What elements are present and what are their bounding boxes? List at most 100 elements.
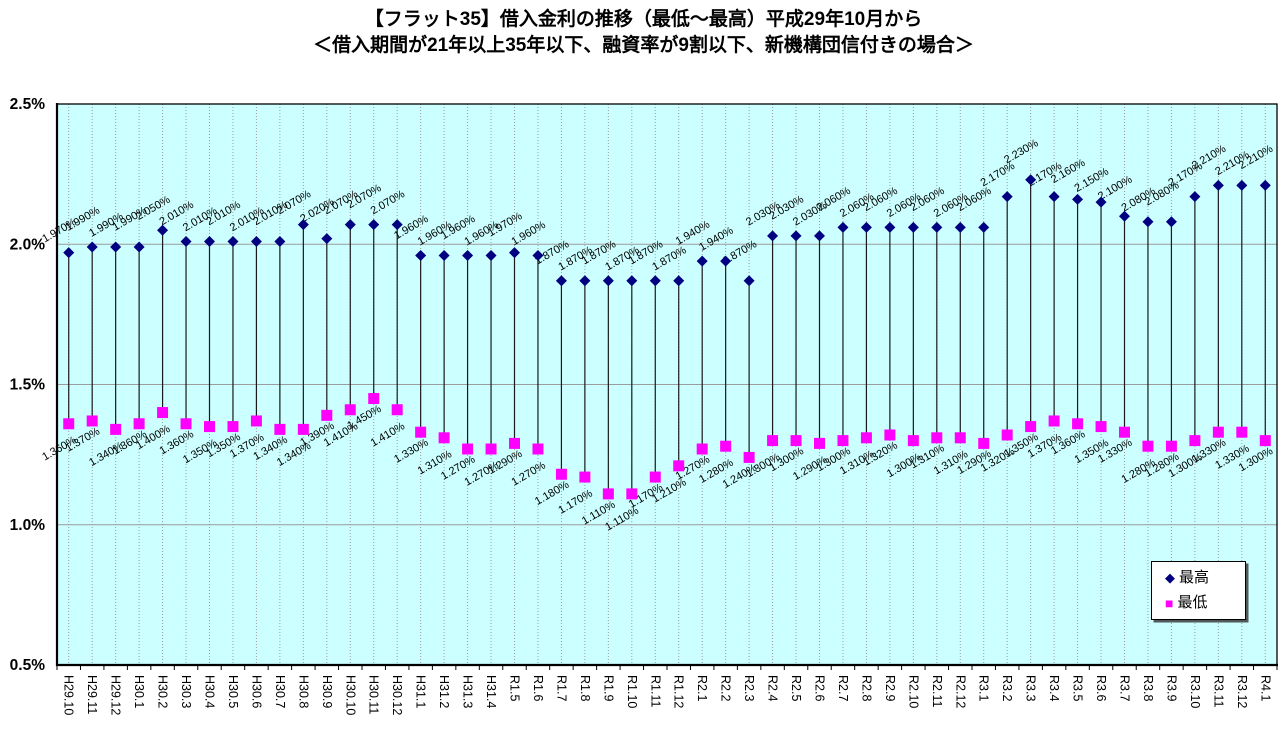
legend-item-max: ◆ 最高: [1165, 570, 1245, 586]
x-axis-label: R3.10: [1188, 675, 1202, 708]
min-marker: [509, 437, 520, 449]
x-axis-label: R1.5: [508, 675, 522, 701]
x-axis-label: R3.4: [1047, 675, 1061, 701]
x-axis-label: R2.5: [789, 675, 803, 701]
x-axis-ticks: [56, 665, 1278, 670]
max-marker: [86, 241, 98, 253]
max-marker: [274, 235, 286, 247]
x-axis-label: R2.6: [813, 675, 827, 701]
max-marker: [743, 275, 755, 287]
max-marker: [180, 235, 192, 247]
min-marker: [837, 435, 849, 447]
max-marker: [110, 241, 122, 253]
y-axis-label: 1.5%: [10, 377, 46, 394]
max-marker: [649, 275, 661, 287]
max-marker: [555, 275, 567, 287]
min-marker: [86, 415, 98, 427]
x-axis-label: H30.2: [156, 675, 170, 708]
x-axis-label: H30.11: [367, 675, 381, 714]
horizontal-gridlines: [57, 243, 1277, 526]
chart-legend: ◆ 最高 ■ 最低: [1151, 561, 1246, 620]
max-marker: [204, 235, 215, 247]
x-axis-label: R1.10: [625, 675, 639, 708]
max-marker: [837, 221, 849, 233]
max-marker: [602, 275, 614, 287]
min-marker: [1119, 426, 1130, 438]
x-axis-label: H31.1: [414, 675, 428, 708]
x-axis-label: H29.12: [109, 675, 123, 715]
max-marker: [1236, 179, 1248, 191]
x-axis-label: R2.3: [742, 675, 756, 701]
y-axis-label: 0.5%: [10, 657, 46, 674]
max-marker: [1025, 174, 1037, 186]
max-marker: [931, 221, 943, 233]
max-marker: [1095, 196, 1107, 208]
x-axis-label: R2.7: [836, 675, 850, 701]
x-axis-label: R1.11: [648, 675, 662, 707]
max-marker: [227, 235, 239, 247]
chart-title-line2: ＜借入期間が21年以上35年以下、融資率が9割以下、新機構団信付きの場合＞: [313, 35, 974, 56]
x-axis-label: H30.10: [343, 675, 357, 715]
min-marker: [907, 435, 919, 447]
min-marker: [1048, 415, 1060, 427]
max-marker: [673, 275, 685, 287]
max-marker: [391, 219, 403, 231]
min-marker: [297, 423, 309, 435]
x-axis-label: R3.11: [1211, 675, 1225, 707]
min-marker: [1259, 435, 1271, 447]
max-marker: [1212, 179, 1224, 191]
min-marker: [649, 471, 661, 483]
y-axis-label: 2.5%: [10, 96, 46, 113]
x-axis-label: R3.8: [1141, 675, 1155, 701]
x-axis-label: H31.2: [437, 675, 451, 708]
x-axis-label: R2.8: [859, 675, 873, 701]
max-series-markers: [63, 174, 1271, 287]
legend-item-min: ■ 最低: [1165, 594, 1245, 611]
max-marker: [63, 247, 75, 259]
min-marker: [720, 440, 732, 452]
min-marker: [532, 443, 544, 455]
x-axis-label: R2.10: [906, 675, 920, 708]
x-axis-label: R2.4: [766, 675, 780, 701]
x-axis-label: R2.9: [883, 675, 897, 701]
max-marker: [1142, 216, 1154, 228]
max-marker: [415, 249, 427, 261]
x-axis-label: H30.9: [320, 675, 334, 708]
x-axis-label: R2.12: [953, 675, 967, 708]
min-marker: [415, 426, 427, 438]
max-marker: [579, 275, 591, 287]
max-marker: [1259, 179, 1271, 191]
max-marker: [344, 219, 356, 231]
x-axis-label: R3.6: [1094, 675, 1108, 701]
min-marker: [485, 443, 497, 455]
x-axis-label: R1.6: [531, 675, 545, 701]
max-marker: [954, 221, 966, 233]
chart-title: 【フラット35】借入金利の推移（最低～最高）平成29年10月から ＜借入期間が2…: [0, 7, 1287, 59]
max-marker: [462, 249, 474, 261]
x-axis-label: H30.8: [296, 675, 310, 708]
max-marker: [907, 221, 919, 233]
min-marker: [579, 471, 591, 483]
min-marker: [1165, 440, 1177, 452]
max-marker: [509, 247, 520, 259]
x-axis-label: R3.7: [1118, 675, 1132, 701]
x-axis-label: R3.12: [1235, 675, 1249, 708]
x-axis-label: R3.5: [1071, 675, 1085, 701]
max-marker: [626, 275, 638, 287]
min-marker: [204, 421, 215, 433]
min-marker: [321, 409, 333, 421]
x-axis-label: H30.6: [249, 675, 263, 708]
min-marker: [860, 432, 872, 444]
x-axis-label: R2.11: [930, 675, 944, 707]
min-marker: [344, 404, 356, 416]
max-marker: [133, 241, 145, 253]
y-axis-labels: 2.5% 2.0% 1.5% 1.0% 0.5%: [10, 96, 46, 674]
min-marker: [368, 393, 380, 405]
max-marker: [157, 224, 169, 236]
max-marker: [1189, 191, 1201, 203]
min-marker: [438, 432, 450, 444]
x-axis-label: R3.3: [1024, 675, 1038, 701]
hi-low-lines: [68, 179, 1266, 494]
